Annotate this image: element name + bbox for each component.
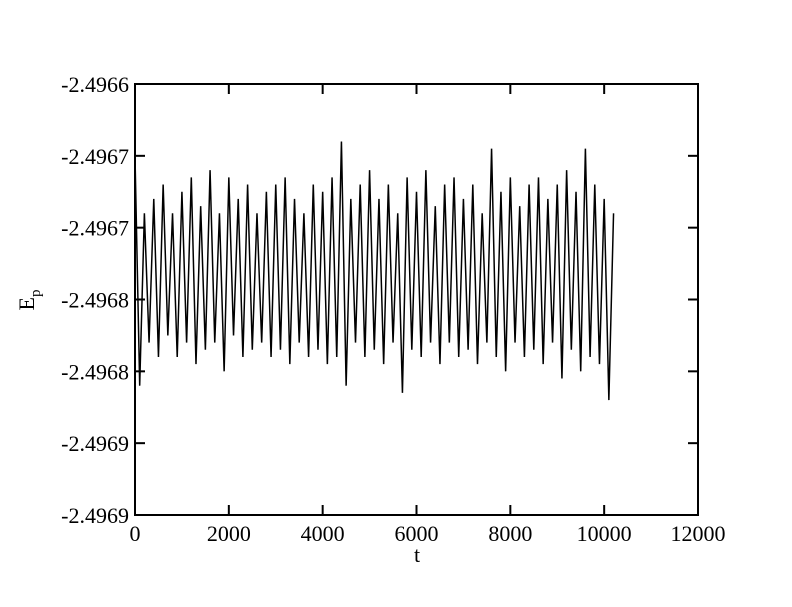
data-line — [134, 141, 615, 401]
y-tick-label: -2.4968 — [61, 288, 129, 313]
y-tick-label: -2.4967 — [61, 144, 129, 169]
y-tick-label: -2.4969 — [61, 431, 129, 456]
x-tick-label: 8000 — [488, 521, 532, 546]
x-axis-label: t — [414, 542, 420, 567]
x-tick-label: 2000 — [207, 521, 251, 546]
y-axis-label-sub: p — [28, 290, 44, 298]
x-tick-label: 6000 — [395, 521, 439, 546]
x-tick-label: 12000 — [671, 521, 726, 546]
x-tick-label: 4000 — [301, 521, 345, 546]
x-tick-label: 0 — [130, 521, 141, 546]
y-axis-label: Ep — [14, 290, 44, 311]
x-tick-label: 10000 — [577, 521, 632, 546]
y-tick-label: -2.4968 — [61, 359, 129, 384]
y-tick-label: -2.4966 — [61, 72, 129, 97]
y-tick-label: -2.4967 — [61, 216, 129, 241]
plot-frame — [134, 83, 699, 516]
y-tick-label: -2.4969 — [61, 503, 129, 528]
y-axis-label-main: E — [14, 297, 39, 310]
